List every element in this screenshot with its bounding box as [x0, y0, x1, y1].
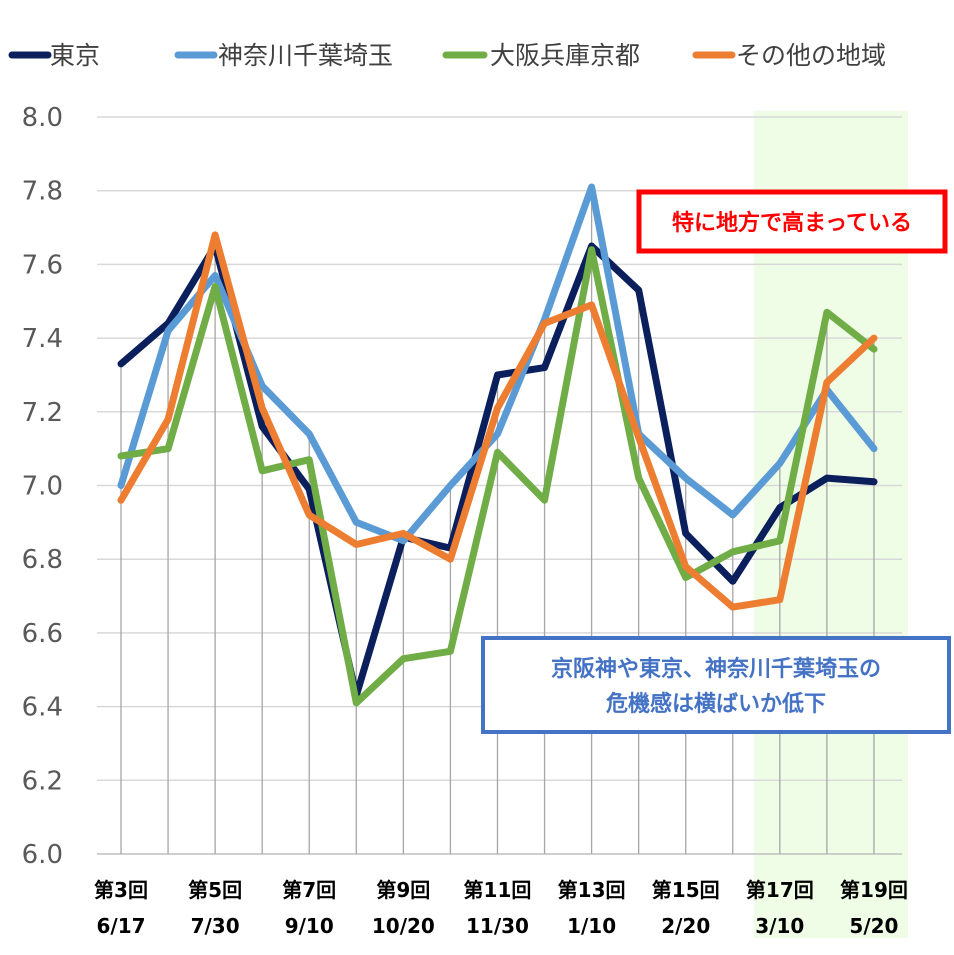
x-tick-round: 第7回	[282, 878, 336, 902]
y-tick-label: 8.0	[22, 103, 63, 133]
x-tick-date: 7/30	[191, 914, 240, 938]
y-axis-ticks: 6.0 6.2 6.4 6.6 6.8 7.0 7.2 7.4 7.6 7.8 8.0	[22, 103, 63, 870]
x-tick-round: 第3回	[94, 878, 148, 902]
y-tick-label: 7.4	[22, 324, 63, 354]
annotation-blue-line-2: 危機感は横ばいか低下	[606, 691, 826, 717]
x-tick-round: 第9回	[376, 878, 430, 902]
x-tick-date: 5/20	[849, 914, 898, 938]
series-tokyo	[117, 242, 878, 699]
y-tick-label: 6.8	[22, 545, 63, 575]
x-tick-round: 第5回	[188, 878, 242, 902]
x-axis-ticks: 第3回 6/17 第5回 7/30 第7回 9/10 第9回 10/20 第11回 11/30 第1…	[94, 878, 908, 938]
y-tick-label: 7.0	[22, 472, 63, 502]
y-tick-label: 6.4	[22, 693, 63, 723]
drop-lines	[120, 187, 875, 854]
series-other-regions	[117, 231, 878, 611]
y-tick-label: 7.8	[22, 177, 63, 207]
legend-label-kanagawa-chiba-saitama: 神奈川千葉埼玉	[218, 41, 393, 70]
annotation-red-text: 特に地方で高まっている	[672, 210, 912, 236]
x-tick-round: 第15回	[652, 878, 720, 902]
x-tick-date: 10/20	[372, 914, 435, 938]
x-tick-date: 1/10	[567, 914, 616, 938]
x-tick-round: 第19回	[840, 878, 908, 902]
x-tick-round: 第11回	[464, 878, 532, 902]
annotation-blue-line-1: 京阪神や東京、神奈川千葉埼玉の	[551, 656, 881, 682]
series-osaka-hyogo-kyoto	[117, 246, 878, 707]
y-tick-label: 7.2	[22, 398, 63, 428]
series-lines	[117, 183, 878, 707]
legend-label-other-regions: その他の地域	[736, 41, 886, 70]
x-tick-round: 第17回	[746, 878, 814, 902]
legend: 東京 神奈川千葉埼玉 大阪兵庫京都 その他の地域	[8, 41, 886, 70]
x-tick-date: 2/20	[661, 914, 710, 938]
y-tick-label: 7.6	[22, 250, 63, 280]
x-tick-round: 第13回	[558, 878, 626, 902]
legend-label-osaka-hyogo-kyoto: 大阪兵庫京都	[490, 41, 640, 70]
x-tick-date: 11/30	[466, 914, 529, 938]
x-tick-date: 3/10	[755, 914, 804, 938]
y-tick-label: 6.0	[22, 840, 63, 870]
y-tick-label: 6.6	[22, 619, 63, 649]
annotation-red: 特に地方で高まっている	[636, 189, 948, 254]
annotation-blue: 京阪神や東京、神奈川千葉埼玉の 危機感は横ばいか低下	[481, 636, 951, 734]
y-tick-label: 6.2	[22, 766, 63, 796]
x-tick-date: 9/10	[285, 914, 334, 938]
legend-label-tokyo: 東京	[50, 41, 100, 70]
x-tick-date: 6/17	[96, 914, 145, 938]
